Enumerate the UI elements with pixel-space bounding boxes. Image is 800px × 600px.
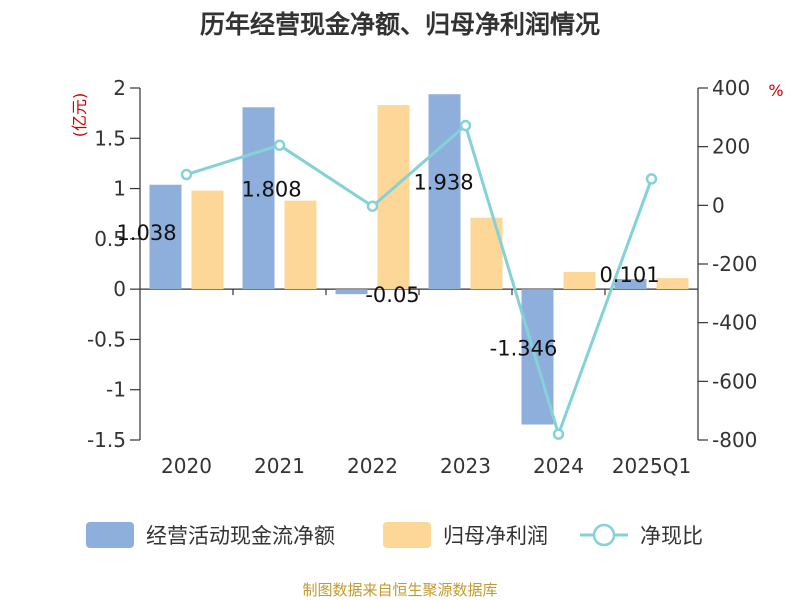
category-label: 2022 <box>347 454 398 478</box>
left-tick-label: -0.5 <box>87 327 126 351</box>
bar-cash-flow <box>335 289 368 295</box>
bar-net-profit <box>284 200 317 290</box>
data-label: -0.05 <box>365 283 419 307</box>
bar-cash-flow <box>614 278 647 290</box>
bar-net-profit <box>563 272 596 290</box>
legend-swatch-cash-flow <box>86 522 134 548</box>
left-tick-label: 2 <box>113 76 126 100</box>
left-tick-label: 0.5 <box>94 227 126 251</box>
legend-marker-ratio <box>592 523 616 547</box>
right-axis-unit: % <box>768 81 783 100</box>
right-tick-label: 400 <box>712 76 750 100</box>
right-tick-label: -800 <box>712 428 757 452</box>
bar-cash-flow <box>242 107 275 290</box>
left-tick-label: 1 <box>113 177 126 201</box>
legend-label-cash-flow: 经营活动现金流净额 <box>146 524 335 548</box>
ratio-line-path <box>186 122 653 439</box>
left-tick-label: -1 <box>106 378 126 402</box>
data-label: -1.346 <box>490 337 558 361</box>
ratio-point <box>645 173 658 185</box>
bar-cash-flow <box>428 94 461 290</box>
right-tick-label: 0 <box>712 193 725 217</box>
bar-net-profit <box>191 190 224 290</box>
source-note: 制图数据来自恒生聚源数据库 <box>302 581 497 599</box>
bars <box>149 94 689 425</box>
left-axis-unit: (亿元) <box>70 93 89 138</box>
legend: 经营活动现金流净额 归母净利润 净现比 <box>86 522 703 548</box>
category-label: 2023 <box>440 454 491 478</box>
right-tick-label: -600 <box>712 369 757 393</box>
ratio-point <box>459 119 472 132</box>
left-tick-label: -1.5 <box>87 428 126 452</box>
data-labels: 1.038 1.808 -0.05 1.938 -1.346 0.101 <box>116 171 659 361</box>
left-tick-label: 0 <box>113 277 126 301</box>
bar-cash-flow <box>149 184 182 290</box>
axes: 2 1.5 1 0.5 0 -0.5 -1 -1.5 400 200 0 -200 -400 -600 -8… <box>70 76 784 478</box>
data-label: 1.038 <box>116 221 176 245</box>
ratio-point <box>552 428 565 440</box>
right-tick-label: -400 <box>712 311 757 335</box>
ratio-point <box>273 139 286 151</box>
chart-title: 历年经营现金净额、归母净利润情况 <box>200 10 600 39</box>
category-label: 2020 <box>161 454 212 478</box>
data-label: 1.808 <box>241 178 301 202</box>
ratio-point <box>366 200 379 212</box>
left-tick-label: 1.5 <box>94 126 126 150</box>
legend-label-ratio: 净现比 <box>640 524 703 548</box>
bar-net-profit <box>656 278 689 290</box>
right-tick-label: -200 <box>712 252 757 276</box>
right-tick-label: 200 <box>712 135 750 159</box>
legend-swatch-net-profit <box>383 522 431 548</box>
ratio-point <box>180 168 193 181</box>
data-label: 1.938 <box>413 171 473 195</box>
legend-label-net-profit: 归母净利润 <box>443 524 548 548</box>
category-label: 2021 <box>254 454 305 478</box>
ratio-line <box>180 119 658 440</box>
category-label: 2024 <box>533 454 584 478</box>
category-label: 2025Q1 <box>612 454 691 478</box>
data-label: 0.101 <box>599 263 659 287</box>
